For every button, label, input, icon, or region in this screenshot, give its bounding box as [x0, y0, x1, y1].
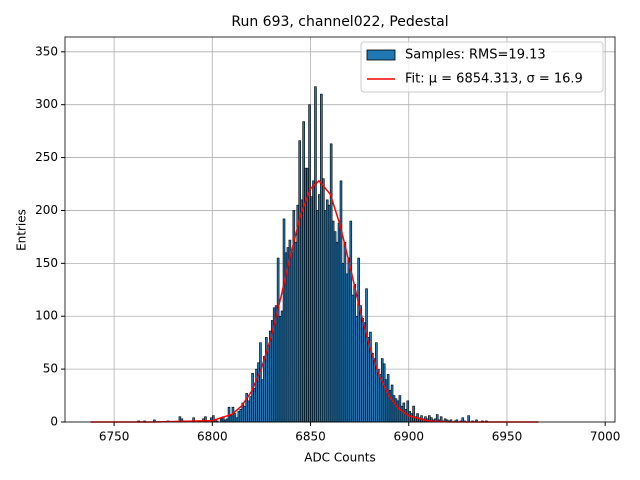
- legend-swatch: [366, 49, 396, 61]
- histogram-bar: [467, 415, 470, 423]
- x-tick-label: 6750: [99, 430, 130, 444]
- y-tick-label: 200: [35, 203, 58, 217]
- x-tick-label: 6900: [393, 430, 424, 444]
- y-tick-label: 300: [35, 97, 58, 111]
- legend-label: Samples: RMS=19.13: [405, 48, 546, 63]
- x-tick-label: 6800: [197, 430, 228, 444]
- fit-line: [90, 179, 539, 423]
- x-tick-label: 6850: [295, 430, 326, 444]
- y-tick-label: 50: [43, 362, 58, 376]
- y-tick-label: 0: [50, 415, 58, 429]
- y-tick-label: 350: [35, 44, 58, 58]
- x-axis-label: ADC Counts: [304, 451, 376, 465]
- legend-box: [360, 41, 604, 93]
- y-tick-label: 150: [35, 256, 58, 270]
- chart-title: Run 693, channel022, Pedestal: [231, 14, 448, 30]
- y-axis-label: Entries: [15, 209, 29, 251]
- axes-frame: [64, 36, 616, 423]
- y-tick-label: 250: [35, 150, 58, 164]
- x-tick-label: 6950: [492, 430, 523, 444]
- x-tick-label: 7000: [590, 430, 621, 444]
- y-tick-label: 100: [35, 309, 58, 323]
- legend-label: Fit: μ = 6854.313, σ = 16.9: [405, 72, 583, 87]
